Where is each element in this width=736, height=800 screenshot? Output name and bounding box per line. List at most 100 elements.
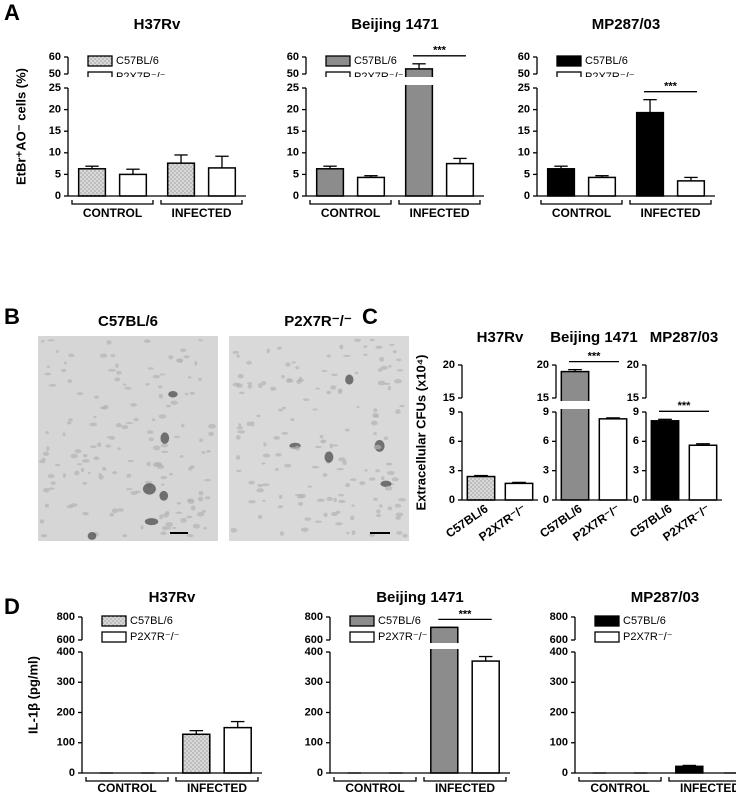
y-tick-label: 20 — [49, 104, 61, 116]
cell — [256, 414, 261, 418]
y-tick-label: 10 — [49, 147, 61, 159]
cell — [359, 481, 366, 486]
cell — [248, 500, 256, 504]
error-bar — [189, 730, 204, 735]
cell — [235, 455, 241, 460]
significance-label: *** — [664, 81, 678, 93]
cell — [161, 525, 168, 531]
bar — [504, 482, 534, 501]
cell — [40, 534, 48, 538]
cell — [335, 522, 343, 526]
cell — [169, 472, 173, 476]
y-tick-label: 50 — [518, 68, 530, 80]
cell — [159, 514, 164, 520]
y-tick-label: 100 — [305, 737, 323, 749]
cell — [300, 527, 309, 533]
legend-label: C57BL/6 — [130, 615, 173, 627]
cell — [109, 512, 115, 517]
cell — [102, 466, 107, 471]
cell — [349, 515, 355, 521]
cell — [311, 465, 320, 469]
cell — [380, 480, 392, 487]
cell — [175, 511, 183, 514]
cell — [199, 438, 204, 443]
cell — [82, 481, 88, 485]
cell — [247, 383, 253, 389]
category-bracket — [333, 777, 417, 782]
cell — [376, 513, 381, 518]
legend-label: P2X7R⁻/⁻ — [130, 631, 180, 643]
cell — [336, 468, 344, 471]
cell — [168, 391, 178, 398]
y-tick-label: 20 — [518, 104, 530, 116]
legend-swatch — [556, 55, 582, 67]
legend-label: P2X7R⁻/⁻ — [378, 631, 428, 643]
cell — [160, 531, 167, 536]
cell — [354, 338, 361, 343]
cell — [87, 471, 91, 475]
cell — [180, 348, 187, 353]
cell — [332, 444, 339, 447]
cell — [38, 459, 46, 464]
y-tick-label: 0 — [449, 494, 455, 506]
cell — [235, 435, 241, 440]
cell — [127, 459, 134, 463]
cell — [142, 483, 156, 495]
axis-break-gap — [463, 401, 539, 409]
bar — [182, 733, 211, 774]
y-tick-label: 300 — [57, 676, 75, 688]
cell — [109, 435, 115, 440]
y-tick-label: 600 — [550, 634, 568, 646]
cell — [180, 517, 187, 523]
cell — [386, 470, 395, 476]
category-bracket — [85, 777, 169, 782]
cell — [90, 445, 97, 449]
cell — [375, 345, 383, 349]
error-bar — [474, 474, 488, 477]
y-tick-label: 9 — [633, 406, 639, 418]
micrograph — [38, 336, 218, 541]
cell — [364, 469, 368, 472]
cell — [41, 457, 46, 461]
cell — [330, 385, 337, 390]
cell — [284, 463, 292, 468]
error-bar — [568, 368, 582, 372]
cell — [236, 383, 243, 388]
y-tick-label: 9 — [449, 406, 455, 418]
micrograph-label: P2X7R⁻/⁻ — [284, 313, 352, 330]
cell — [187, 498, 194, 502]
y-tick-label: 20 — [627, 359, 639, 371]
category-bracket — [668, 777, 736, 782]
cell — [151, 418, 156, 422]
y-tick-label: 20 — [537, 359, 549, 371]
category-bracket — [175, 777, 259, 782]
cell — [351, 530, 356, 536]
y-tick-label: 400 — [305, 646, 323, 658]
cell — [297, 501, 304, 506]
error-bar — [412, 63, 426, 69]
axis-break-gap — [331, 643, 511, 649]
y-tick-label: 5 — [55, 168, 61, 180]
cell — [146, 430, 154, 434]
cell — [114, 377, 121, 382]
error-bar — [696, 443, 710, 446]
bar — [598, 418, 628, 501]
cell — [130, 490, 138, 496]
significance-label: *** — [588, 351, 602, 363]
cell — [345, 374, 354, 385]
cell — [45, 431, 49, 435]
cell — [344, 428, 350, 432]
cell — [117, 447, 121, 450]
bar — [471, 660, 500, 774]
cell — [194, 360, 198, 366]
cell — [197, 496, 204, 502]
y-tick-label: 60 — [287, 51, 299, 63]
cell — [39, 519, 45, 524]
cell — [126, 473, 132, 478]
cell — [143, 339, 151, 343]
y-tick-label: 25 — [49, 82, 61, 94]
cell — [46, 365, 51, 368]
legend-swatch — [325, 55, 351, 67]
cell — [115, 423, 122, 428]
cell — [204, 496, 211, 500]
